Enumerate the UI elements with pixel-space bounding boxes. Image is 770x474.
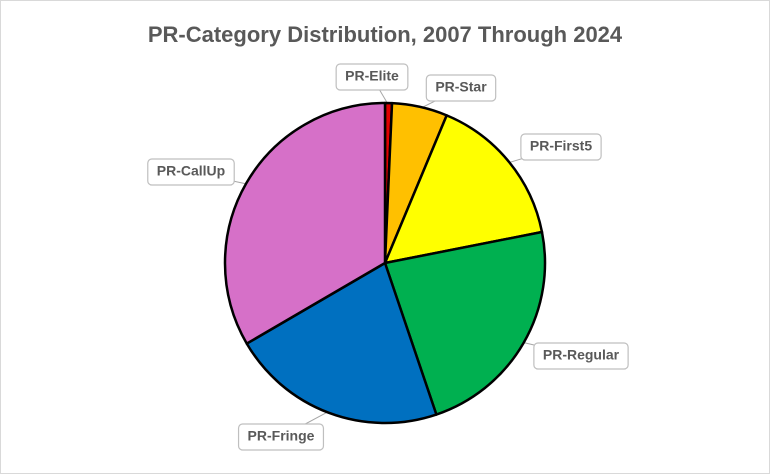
data-label: PR-First5 — [530, 138, 592, 154]
data-label: PR-Elite — [345, 68, 399, 84]
pie-slice — [245, 261, 438, 425]
data-label: PR-Star — [435, 79, 487, 95]
data-label: PR-CallUp — [157, 163, 225, 179]
chart-title: PR-Category Distribution, 2007 Through 2… — [148, 22, 623, 47]
pie-slice — [383, 230, 547, 416]
label-box — [237, 423, 325, 451]
label-box — [520, 133, 602, 161]
pie-slice — [383, 114, 544, 265]
label-box — [335, 63, 409, 91]
label-box — [425, 74, 497, 102]
label-box — [533, 342, 629, 370]
data-label: PR-Regular — [543, 347, 620, 363]
data-label: PR-Fringe — [248, 428, 315, 444]
pie-slice — [223, 101, 387, 345]
label-box — [147, 158, 235, 186]
